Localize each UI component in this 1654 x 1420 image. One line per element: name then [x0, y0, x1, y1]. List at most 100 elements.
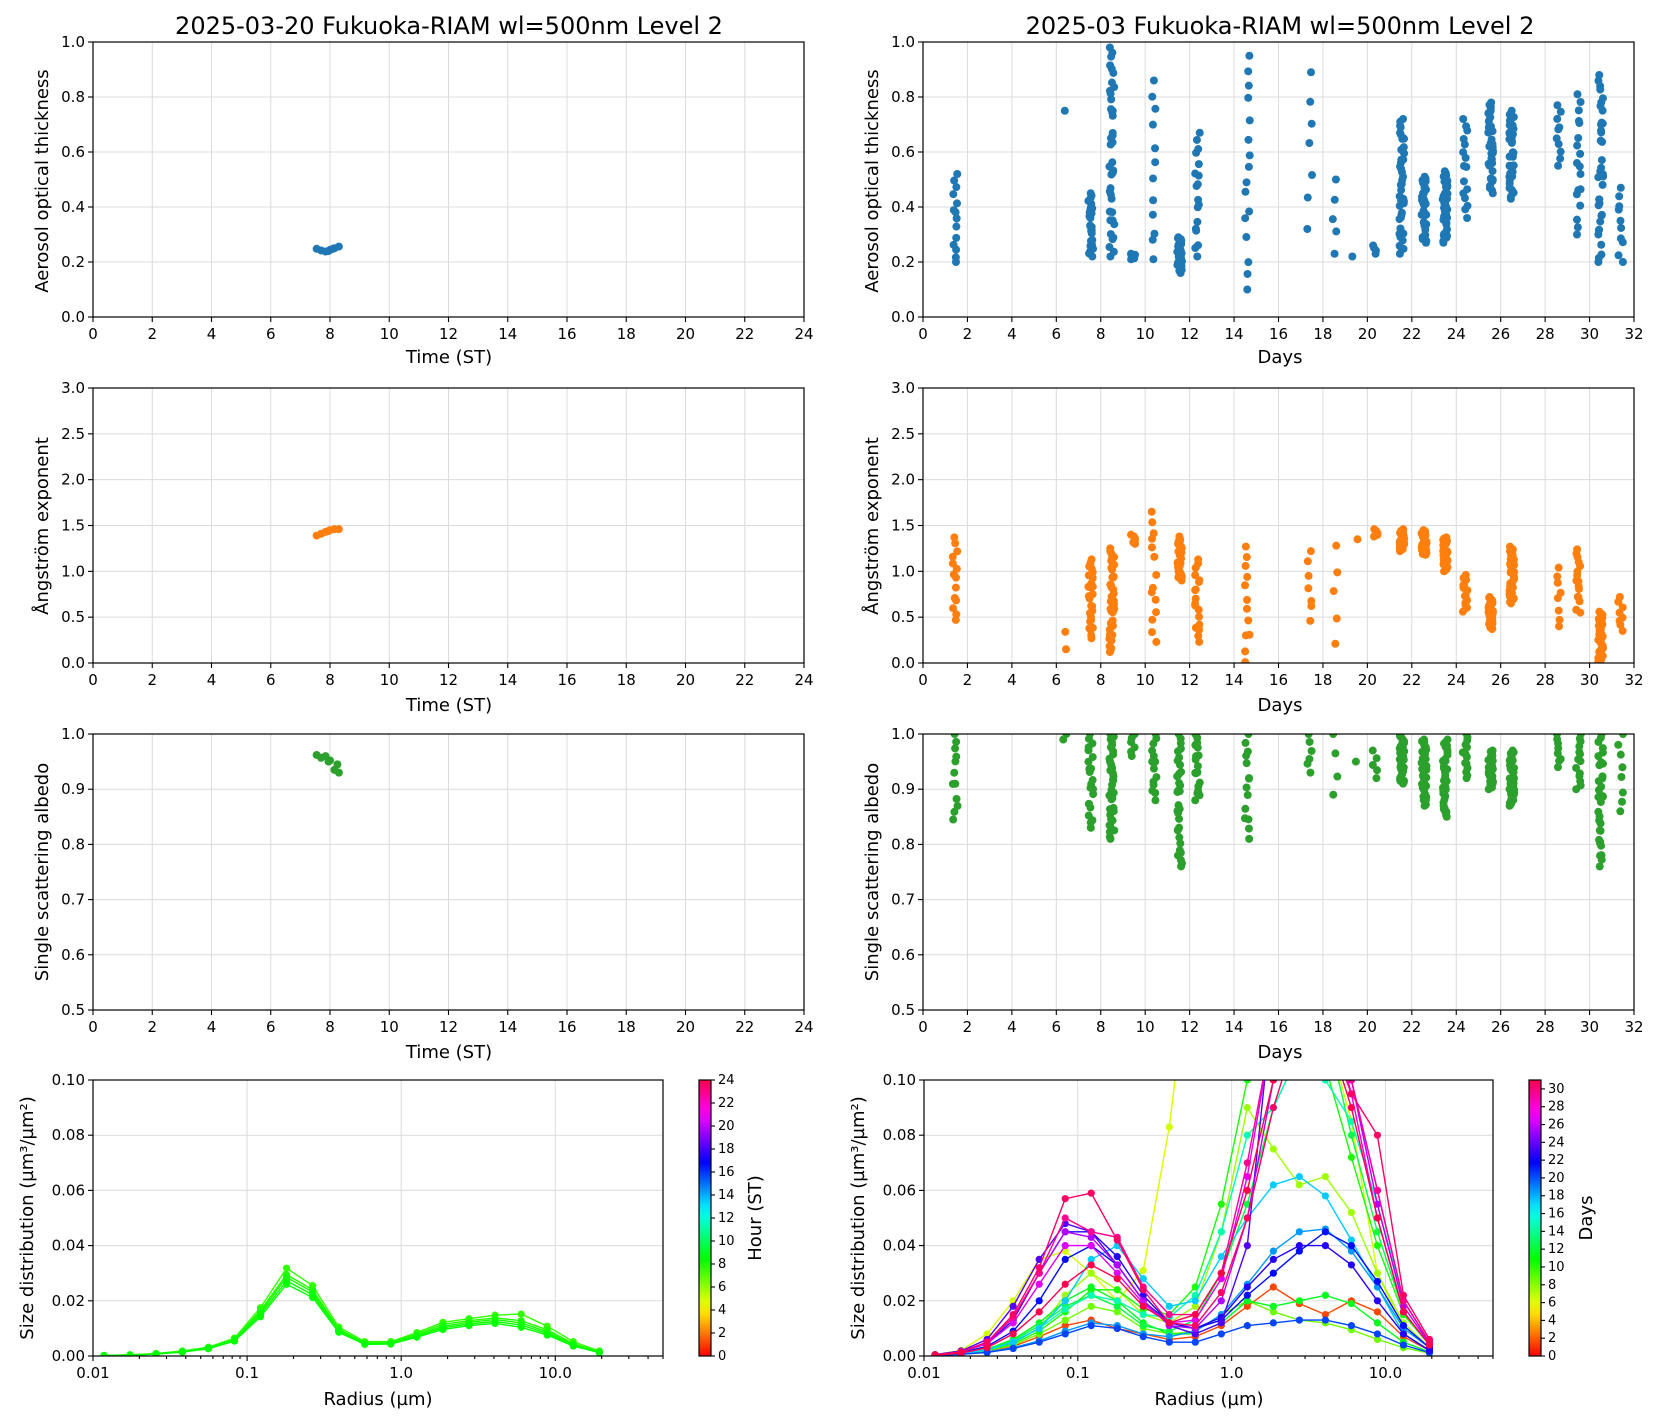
colorbar-tick-label: 28	[1548, 1100, 1565, 1115]
plot-area	[931, 1080, 1434, 1356]
x-tick-label: 10	[1136, 325, 1155, 343]
series-point	[983, 1344, 991, 1352]
data-point	[1618, 258, 1627, 266]
data-point	[1244, 162, 1253, 171]
data-point	[1553, 734, 1562, 738]
colorbar-label: Hour (ST)	[745, 1175, 766, 1261]
series-line	[935, 1080, 1431, 1356]
data-point	[1331, 639, 1340, 648]
y-axis-label: Size distribution (µm³/µm²)	[17, 1096, 38, 1339]
y-tick-label: 2.0	[61, 471, 85, 489]
y-tick-label: 1.0	[891, 725, 915, 743]
x-tick-label: 0.1	[235, 1364, 259, 1382]
x-tick-label: 20	[1358, 1018, 1377, 1036]
colorbar-tick-label: 22	[1548, 1153, 1565, 1168]
data-point	[1175, 753, 1184, 762]
data-point	[1576, 201, 1585, 210]
series-point	[1165, 1333, 1173, 1341]
data-point	[1459, 148, 1468, 157]
y-tick-label: 2.5	[61, 425, 85, 443]
y-axis-label: Aerosol optical thickness	[32, 69, 53, 292]
y-axis-label: Ångström exponent	[31, 437, 53, 615]
data-point	[1574, 106, 1583, 115]
data-point	[1109, 772, 1118, 781]
y-tick-label: 0.7	[891, 891, 915, 909]
series-point	[1347, 1247, 1356, 1255]
data-point	[1305, 737, 1314, 746]
x-tick-label: 30	[1580, 1018, 1599, 1036]
x-tick-label: 4	[207, 1018, 217, 1036]
series-point	[1295, 1228, 1303, 1236]
data-point	[1553, 572, 1562, 581]
data-point	[324, 527, 333, 535]
x-tick-label: 8	[1096, 1018, 1106, 1036]
series-point	[1113, 1275, 1121, 1283]
series-point	[1035, 1308, 1043, 1316]
series-point	[1347, 1080, 1356, 1084]
data-point	[1329, 734, 1338, 738]
data-point	[1597, 126, 1606, 135]
data-point	[1195, 128, 1204, 137]
data-point	[1194, 241, 1203, 250]
data-point	[1556, 147, 1565, 156]
data-point	[1595, 862, 1604, 871]
data-point	[1576, 170, 1585, 179]
data-point	[1304, 584, 1313, 593]
series-point	[1347, 1104, 1356, 1112]
series-point	[1243, 1283, 1251, 1291]
series-point	[1113, 1261, 1121, 1269]
y-tick-label: 0.06	[883, 1181, 916, 1199]
series-point	[1035, 1280, 1043, 1288]
data-point	[1598, 744, 1607, 753]
data-point	[1241, 658, 1250, 663]
data-point	[1106, 61, 1115, 70]
series-point	[1243, 1242, 1251, 1250]
data-point	[1108, 138, 1117, 147]
series-line	[935, 1080, 1431, 1356]
data-point	[1149, 255, 1158, 264]
data-point	[1244, 81, 1253, 90]
x-tick-label: 22	[1402, 671, 1421, 689]
series-line	[935, 1231, 1430, 1356]
data-point	[1241, 542, 1250, 551]
data-point	[1553, 114, 1562, 123]
data-point	[1397, 155, 1406, 164]
data-point	[1243, 747, 1252, 756]
data-point	[1616, 216, 1625, 225]
series-point	[1269, 1104, 1277, 1112]
x-tick-label: 0.1	[1066, 1364, 1090, 1382]
series-point	[152, 1350, 160, 1356]
x-tick-label: 22	[1402, 1018, 1421, 1036]
x-tick-label: 10.0	[539, 1364, 572, 1382]
series-point	[1087, 1322, 1095, 1330]
data-point	[1109, 573, 1118, 582]
series-point	[1321, 1311, 1329, 1319]
data-point	[1505, 179, 1514, 188]
data-point	[952, 737, 961, 746]
data-point	[1399, 172, 1408, 181]
data-point	[1328, 215, 1337, 224]
data-point	[1399, 525, 1408, 534]
y-tick-label: 0.7	[61, 891, 85, 909]
data-point	[1509, 774, 1518, 783]
data-point	[1440, 167, 1449, 176]
data-point	[1399, 115, 1408, 123]
data-point	[1105, 827, 1114, 836]
series-point	[1087, 1291, 1095, 1299]
x-tick-label: 16	[1269, 671, 1288, 689]
data-point	[1617, 772, 1626, 781]
y-tick-label: 1.0	[61, 33, 85, 51]
data-point	[1329, 790, 1338, 799]
colorbar-tick-label: 0	[1548, 1349, 1556, 1364]
y-tick-label: 0.0	[891, 654, 915, 672]
data-point	[1615, 192, 1624, 201]
series-point	[1139, 1266, 1147, 1275]
series-point	[983, 1330, 991, 1338]
data-point	[949, 815, 958, 824]
data-point	[948, 779, 957, 788]
colorbar-tick-label: 24	[718, 1073, 735, 1088]
series-point	[1113, 1269, 1121, 1277]
series-point	[1347, 1090, 1356, 1098]
